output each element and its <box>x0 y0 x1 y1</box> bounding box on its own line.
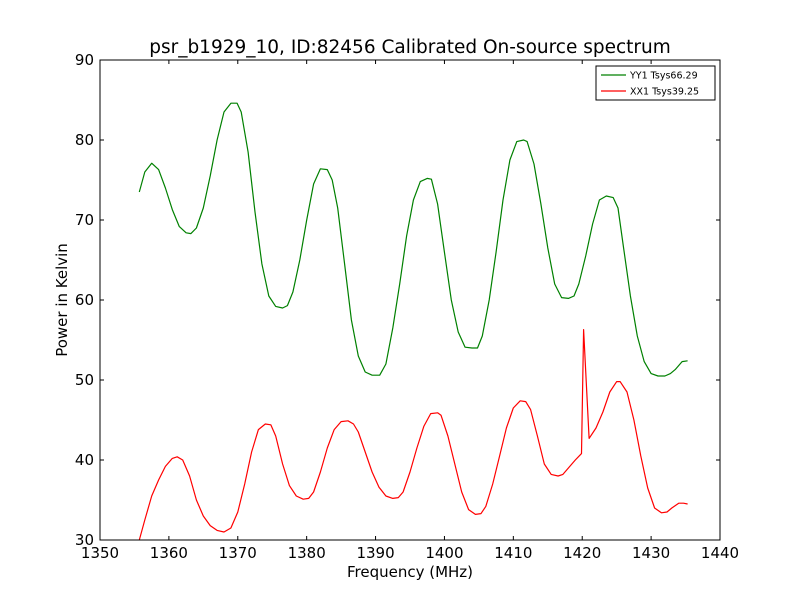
y-axis-label: Power in Kelvin <box>53 243 71 357</box>
x-tick-label: 1360 <box>150 544 188 562</box>
series-line-2 <box>138 329 688 540</box>
y-tick-label: 60 <box>75 291 94 309</box>
y-tick-label: 40 <box>75 451 94 469</box>
series-line-1 <box>138 102 688 377</box>
x-tick-label: 1440 <box>701 544 739 562</box>
plot-frame <box>99 59 721 541</box>
x-tick-label: 1420 <box>563 544 601 562</box>
legend-label: YY1 Tsys66.29 <box>629 71 698 82</box>
y-tick-label: 90 <box>75 51 94 69</box>
x-axis-label: Frequency (MHz) <box>347 563 473 581</box>
y-tick-label: 80 <box>75 131 94 149</box>
plot-area <box>138 102 688 540</box>
x-tick-label: 1370 <box>219 544 257 562</box>
legend-box <box>595 65 716 101</box>
axes: 1350 1360 1370 1380 1390 1400 1410 1420 1430 1440… <box>75 51 739 562</box>
legend-label: XX1 Tsys39.25 <box>630 87 699 98</box>
x-tick-label: 1400 <box>425 544 463 562</box>
y-tick-label: 30 <box>75 531 94 549</box>
x-tick-label: 1390 <box>356 544 394 562</box>
x-tick-label: 1430 <box>632 544 670 562</box>
x-tick-label: 1380 <box>288 544 326 562</box>
y-tick-label: 70 <box>75 211 94 229</box>
x-tick-label: 1410 <box>494 544 532 562</box>
chart-title: psr_b1929_10, ID:82456 Calibrated On-sou… <box>149 37 671 58</box>
x-tick-label: 1350 <box>81 544 119 562</box>
legend: YY1 Tsys66.29 XX1 Tsys39.25 <box>595 65 716 101</box>
y-tick-label: 50 <box>75 371 94 389</box>
